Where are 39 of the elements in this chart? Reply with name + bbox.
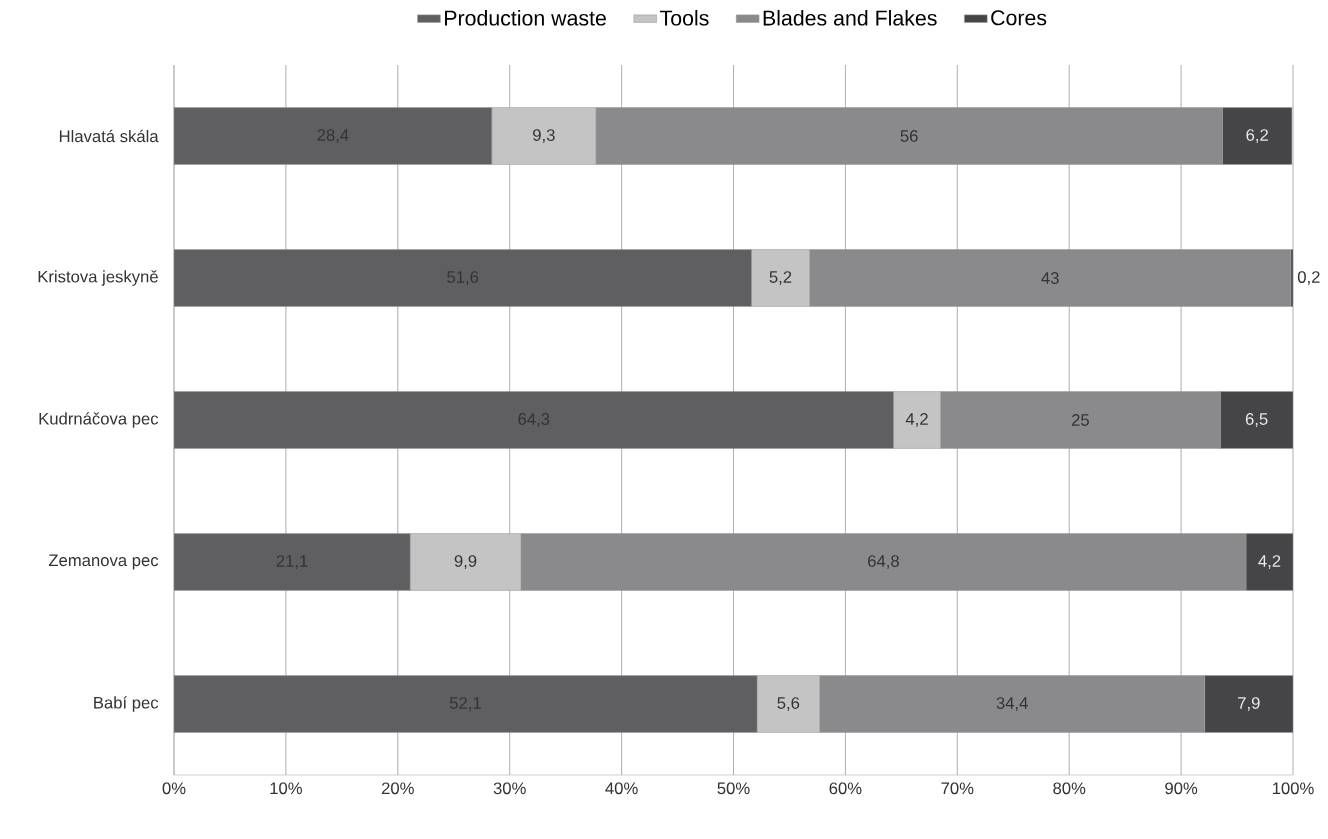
data-label: 5,6 [777, 697, 800, 711]
x-tick-label: 80% [1053, 782, 1086, 795]
data-label: 5,2 [769, 271, 792, 285]
x-tick-label: 100% [1272, 782, 1314, 795]
y-tick-label: Hlavatá skála [59, 129, 159, 143]
x-tick-label: 60% [829, 782, 862, 795]
data-label: 43 [1041, 272, 1059, 284]
bar [1245, 533, 1294, 591]
data-label: 64,8 [868, 555, 899, 569]
x-tick-label: 70% [941, 782, 974, 795]
y-tick-label: Kristova jeskyně [38, 270, 158, 286]
legend-label: Production waste [445, 9, 606, 26]
y-tick-label: Kudrnáčova pec [39, 412, 159, 428]
data-label: 56 [900, 130, 918, 142]
bar [1222, 107, 1293, 165]
data-label: 9,3 [533, 129, 555, 143]
data-label: 4,2 [905, 413, 928, 427]
x-tick-label: 0% [162, 782, 186, 795]
x-tick-label: 50% [717, 782, 750, 795]
data-label: 6,2 [1246, 129, 1268, 143]
legend-label: Tools [660, 9, 709, 26]
x-tick-label: 30% [493, 782, 526, 795]
bar [1204, 675, 1294, 733]
y-tick-label: Zemanova pec [48, 554, 159, 570]
y-tick-label: Babí pec [94, 696, 159, 712]
data-label: 6,5 [1245, 413, 1268, 427]
x-tick-label: 20% [381, 782, 414, 795]
data-label: 34,4 [996, 697, 1028, 711]
data-label: 9,9 [454, 555, 477, 569]
x-tick-label: 10% [270, 782, 302, 795]
x-tick-label: 90% [1165, 782, 1198, 795]
data-label: 7,9 [1238, 697, 1260, 711]
x-tick-label: 40% [605, 782, 638, 795]
data-label: 0,2 [1297, 271, 1320, 285]
legend-label: Cores [991, 10, 1047, 26]
legend-label: Blades and Flakes [763, 9, 937, 26]
data-label: 25 [1071, 414, 1089, 426]
data-label: 4,2 [1258, 555, 1281, 569]
bar [1220, 391, 1294, 449]
